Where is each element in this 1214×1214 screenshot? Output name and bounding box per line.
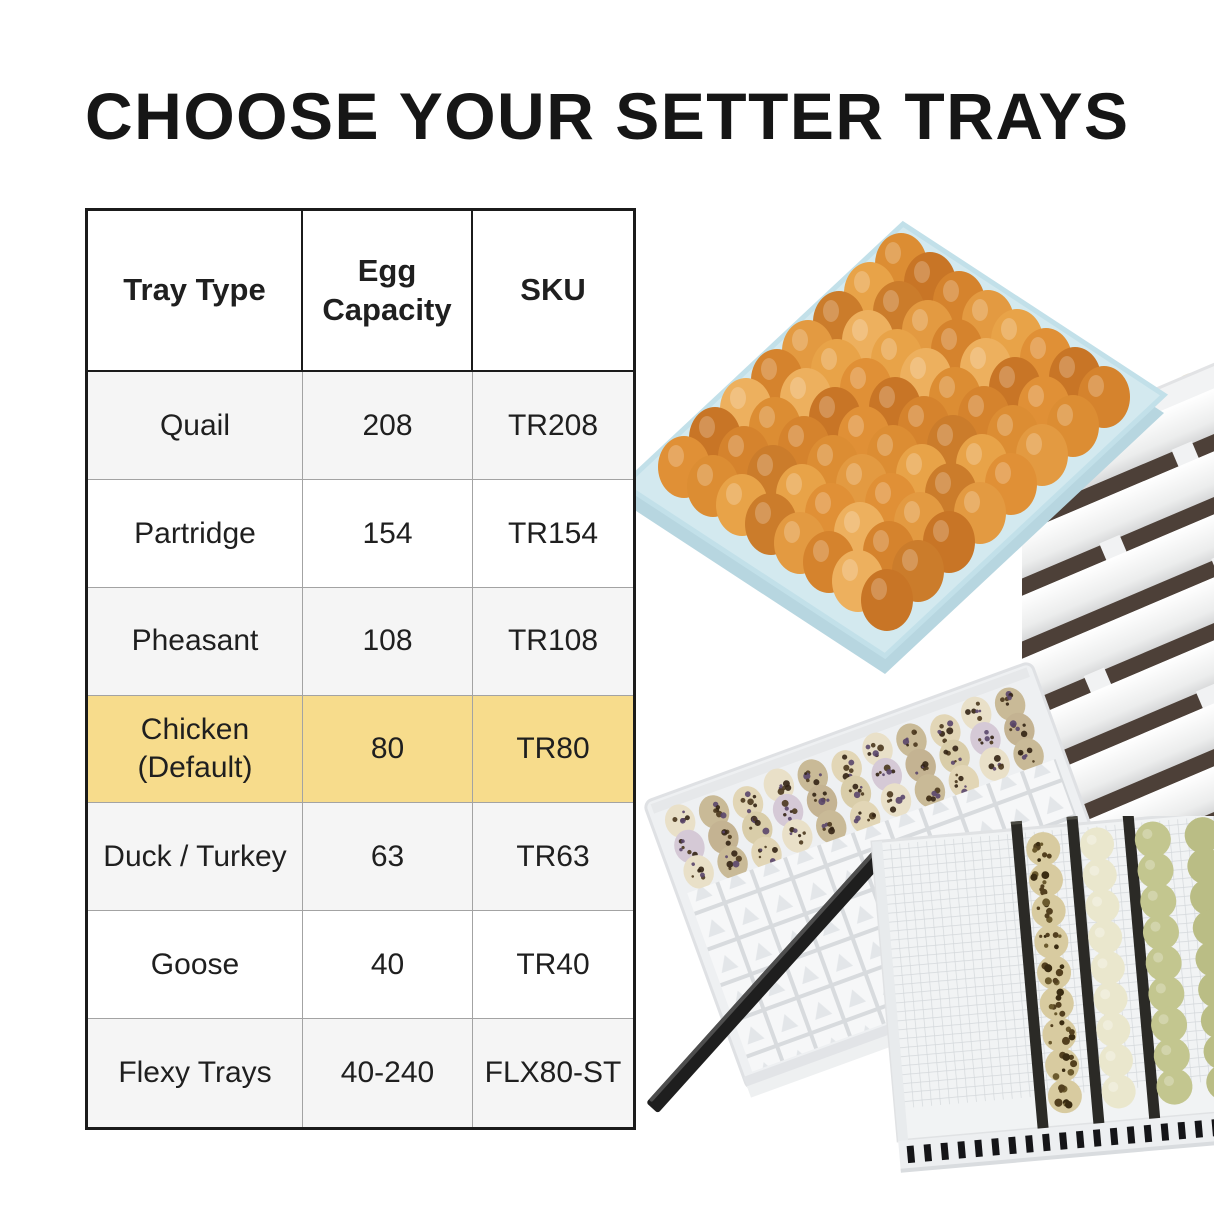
col-header-egg-capacity: Egg Capacity: [303, 211, 473, 372]
row-goose-type: Goose: [88, 911, 303, 1020]
row-quail-capacity: 208: [303, 372, 473, 480]
tray-table: Tray Type Egg Capacity SKU Quail 208 TR2…: [85, 208, 636, 1130]
page-title: CHOOSE YOUR SETTER TRAYS: [85, 79, 1130, 153]
row-chicken-default-type: Chicken (Default): [88, 695, 303, 804]
row-pheasant-capacity: 108: [303, 587, 473, 696]
row-quail-sku: TR208: [473, 372, 633, 480]
chicken-eggs-tray-photo: [626, 168, 1188, 708]
row-partridge-capacity: 154: [303, 479, 473, 588]
col-header-tray-type: Tray Type: [88, 211, 303, 372]
row-partridge-sku: TR154: [473, 479, 633, 588]
divider-rail-photo: [630, 820, 920, 1130]
row-goose-sku: TR40: [473, 911, 633, 1020]
row-flexy-trays-sku: FLX80-ST: [473, 1019, 633, 1127]
row-flexy-trays-type: Flexy Trays: [88, 1019, 303, 1127]
col-header-sku: SKU: [473, 211, 633, 372]
flexy-tray-photo: [856, 816, 1214, 1214]
row-quail-type: Quail: [88, 372, 303, 480]
row-pheasant-sku: TR108: [473, 587, 633, 696]
row-duck-turkey-capacity: 63: [303, 803, 473, 912]
flexy-tray-image: [870, 816, 1214, 1173]
row-goose-capacity: 40: [303, 911, 473, 1020]
row-flexy-trays-capacity: 40-240: [303, 1019, 473, 1127]
row-duck-turkey-sku: TR63: [473, 803, 633, 912]
row-chicken-default-sku: TR80: [473, 695, 633, 804]
row-partridge-type: Partridge: [88, 479, 303, 588]
row-pheasant-type: Pheasant: [88, 587, 303, 696]
row-duck-turkey-type: Duck / Turkey: [88, 803, 303, 912]
divider-rail-image: [647, 842, 893, 1113]
chicken-eggs-image: [626, 220, 1169, 674]
row-chicken-default-capacity: 80: [303, 695, 473, 804]
